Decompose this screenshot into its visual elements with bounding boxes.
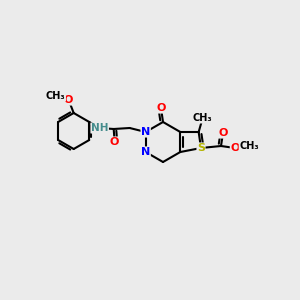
Text: CH₃: CH₃ — [239, 141, 259, 151]
Text: N: N — [141, 147, 150, 157]
Text: O: O — [110, 137, 119, 147]
Text: CH₃: CH₃ — [46, 91, 65, 101]
Text: N: N — [141, 127, 150, 137]
Text: CH₃: CH₃ — [193, 113, 212, 123]
Text: NH: NH — [91, 123, 108, 133]
Text: O: O — [64, 95, 74, 105]
Text: O: O — [230, 143, 240, 153]
Text: O: O — [156, 103, 166, 113]
Text: O: O — [218, 128, 228, 138]
Text: S: S — [197, 143, 205, 153]
